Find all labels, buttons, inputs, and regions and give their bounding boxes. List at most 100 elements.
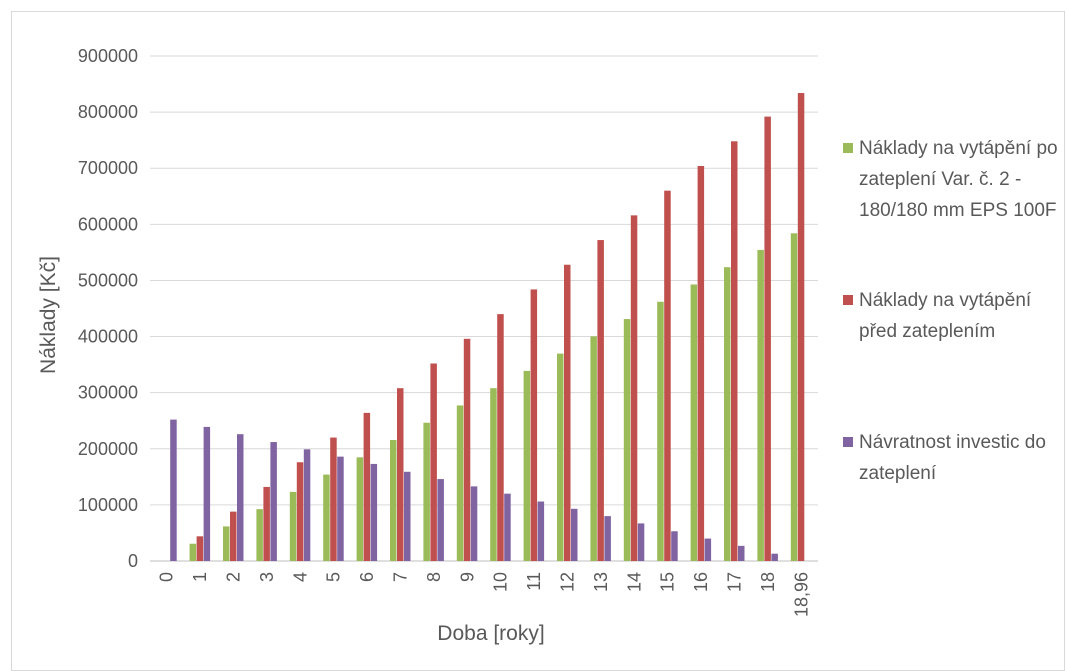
x-tick-label: 16	[691, 572, 711, 592]
x-tick-label: 10	[491, 572, 511, 592]
bar-series-2-9	[470, 486, 478, 561]
x-tick-label: 9	[457, 572, 477, 582]
bar-series-2-17	[738, 545, 745, 561]
bar-series-1-9	[463, 338, 471, 561]
bar-series-1-15	[664, 190, 671, 561]
bar-series-1-17	[731, 141, 738, 562]
legend-swatch-red	[843, 295, 853, 305]
x-tick-label: 18,96	[791, 572, 811, 617]
bar-series-1-6	[363, 412, 371, 561]
y-tick-label: 100000	[78, 495, 138, 515]
bar-series-1-12	[564, 264, 571, 561]
bar-series-0-16	[690, 284, 698, 561]
y-tick-label: 300000	[78, 383, 138, 403]
bar-series-1-4	[296, 462, 304, 561]
bar-series-0-9	[456, 405, 464, 561]
bar-series-1-5	[330, 437, 337, 561]
bar-series-0-5	[323, 474, 330, 561]
bar-series-0-2	[223, 526, 230, 561]
x-tick-label: 18	[758, 572, 778, 592]
legend-swatch-purple	[843, 437, 853, 447]
bar-series-1-14	[630, 215, 638, 561]
bar-series-2-12	[571, 508, 578, 561]
legend-label: Návratnost investic do zateplení	[859, 432, 1046, 484]
bar-series-0-1	[189, 543, 197, 561]
bar-series-1-8	[430, 363, 437, 561]
y-tick-label: 900000	[78, 46, 138, 66]
bar-series-0-6	[356, 457, 364, 561]
y-tick-label: 800000	[78, 102, 138, 122]
bar-series-1-10	[497, 314, 504, 561]
y-tick-label: 400000	[78, 327, 138, 347]
legend-swatch-green	[843, 143, 853, 153]
bar-series-2-7	[404, 471, 411, 561]
x-tick-label: 13	[591, 572, 611, 592]
x-tick-label: 3	[257, 572, 277, 582]
bar-series-2-5	[337, 456, 344, 561]
x-tick-labels: 0 1 2 3 4 5 6 7 8 9 10 11 12 13 14 15 16 17 18 18,96	[157, 572, 812, 617]
bar-series-0-11	[523, 370, 531, 561]
x-axis-title: Doba [roky]	[437, 622, 544, 645]
x-tick-label: 17	[725, 572, 745, 592]
x-tick-label: 11	[524, 572, 544, 591]
bar-series-0-13	[590, 336, 597, 561]
x-tick-label: 6	[357, 572, 377, 582]
bar-series-2-11	[537, 501, 545, 561]
bar-series-1-19	[797, 93, 805, 562]
y-tick-label: 600000	[78, 214, 138, 234]
bar-series-2-16	[704, 538, 712, 561]
x-tick-label: 2	[224, 572, 244, 582]
bar-series-2-6	[370, 463, 378, 561]
bar-series-1-16	[697, 165, 705, 561]
bar-series-1-13	[597, 240, 604, 562]
bar-series-0-7	[390, 440, 397, 561]
bar-series-1-11	[530, 289, 538, 561]
bar-series-0-17	[724, 267, 731, 561]
x-tick-label: 8	[424, 572, 444, 582]
x-tick-label: 15	[658, 572, 678, 592]
bar-series-0-10	[490, 388, 497, 561]
x-tick-label: 0	[157, 572, 177, 582]
bar-series-2-3	[270, 442, 277, 561]
bar-series-0-18	[757, 249, 764, 562]
bar-series-0-12	[557, 353, 564, 561]
y-axis-title: Náklady [Kč]	[37, 256, 60, 374]
bar-series-1-3	[263, 486, 270, 561]
legend-label: Náklady na vytápění před zateplením	[859, 290, 1032, 342]
bar-series-2-2	[237, 434, 244, 561]
bar-series-2-18	[771, 553, 778, 561]
bar-series-0-4	[289, 491, 297, 561]
y-tick-labels: 0 100000 200000 300000 400000 500000 600000 700…	[78, 46, 138, 571]
bar-series-2-13	[604, 516, 611, 561]
x-tick-label: 14	[624, 572, 644, 592]
bar-series-2-14	[637, 523, 645, 561]
bar-series-1-1	[196, 536, 204, 561]
bar-series-1-7	[397, 388, 404, 561]
bar-series-2-10	[504, 493, 511, 561]
x-tick-label: 7	[391, 572, 411, 582]
y-tick-label: 700000	[78, 158, 138, 178]
y-tick-label: 500000	[78, 270, 138, 290]
gridlines	[150, 55, 818, 562]
x-tick-label: 1	[190, 572, 210, 582]
legend-label: Náklady na vytápění po zateplení Var. č.…	[859, 138, 1058, 221]
x-tick-label: 4	[290, 572, 310, 582]
x-tick-label: 5	[324, 572, 344, 582]
bar-series-1-18	[764, 116, 771, 561]
bar-series-0-8	[423, 422, 430, 561]
bar-series-2-1	[203, 426, 211, 561]
bars	[170, 93, 805, 562]
bar-series-2-0	[170, 419, 177, 561]
bar-series-2-15	[671, 531, 678, 561]
bar-series-0-19	[790, 233, 798, 562]
bar-series-0-15	[657, 301, 664, 561]
x-tick-label: 12	[558, 572, 578, 592]
y-tick-label: 0	[128, 551, 138, 571]
bar-series-1-2	[230, 511, 237, 561]
bar-series-0-3	[256, 509, 263, 561]
bar-series-0-14	[623, 319, 631, 561]
bar-series-2-8	[437, 479, 444, 561]
y-tick-label: 200000	[78, 439, 138, 459]
bar-series-2-4	[303, 449, 311, 561]
